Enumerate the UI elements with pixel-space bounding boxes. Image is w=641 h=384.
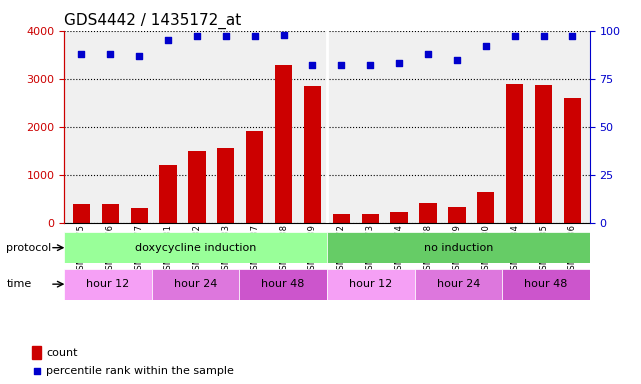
Bar [362, 214, 379, 223]
Bar [246, 131, 263, 223]
Bar [160, 165, 177, 223]
FancyBboxPatch shape [502, 269, 590, 300]
Text: hour 12: hour 12 [87, 279, 129, 289]
Point [249, 33, 260, 40]
Point [307, 62, 317, 68]
Point [134, 53, 144, 59]
Text: doxycycline induction: doxycycline induction [135, 243, 256, 253]
FancyBboxPatch shape [239, 269, 327, 300]
Bar [477, 192, 494, 223]
Text: time: time [6, 279, 31, 289]
FancyBboxPatch shape [415, 269, 502, 300]
FancyBboxPatch shape [152, 269, 239, 300]
FancyBboxPatch shape [64, 269, 152, 300]
Point [394, 60, 404, 66]
Bar [333, 214, 350, 223]
Bar [73, 204, 90, 223]
Point [481, 43, 491, 49]
Bar [131, 208, 148, 223]
Point [452, 56, 462, 63]
Text: percentile rank within the sample: percentile rank within the sample [47, 366, 235, 376]
FancyBboxPatch shape [327, 269, 415, 300]
Bar [102, 204, 119, 223]
Text: protocol: protocol [6, 243, 52, 253]
Bar [32, 346, 41, 359]
Point [163, 37, 173, 43]
Point [357, 271, 367, 277]
Bar [275, 65, 292, 223]
Text: hour 24: hour 24 [174, 279, 217, 289]
FancyBboxPatch shape [327, 232, 590, 263]
Bar [419, 203, 437, 223]
Bar [217, 148, 235, 223]
Text: GDS4442 / 1435172_at: GDS4442 / 1435172_at [64, 13, 242, 29]
Bar [390, 212, 408, 223]
Point [76, 51, 87, 57]
Text: hour 12: hour 12 [349, 279, 392, 289]
Point [221, 33, 231, 40]
Text: hour 48: hour 48 [524, 279, 568, 289]
FancyBboxPatch shape [64, 232, 327, 263]
Text: hour 48: hour 48 [262, 279, 305, 289]
Point [278, 31, 288, 38]
Point [192, 33, 202, 40]
Text: count: count [47, 348, 78, 358]
Point [365, 62, 376, 68]
Bar [304, 86, 321, 223]
Bar [448, 207, 465, 223]
Point [105, 51, 115, 57]
Point [423, 51, 433, 57]
Text: no induction: no induction [424, 243, 493, 253]
Bar [535, 85, 552, 223]
Point [567, 33, 578, 40]
Bar [188, 151, 206, 223]
Bar [506, 84, 523, 223]
Point [337, 62, 347, 68]
Bar [563, 98, 581, 223]
Point [538, 33, 549, 40]
Point [510, 33, 520, 40]
Text: hour 24: hour 24 [437, 279, 480, 289]
